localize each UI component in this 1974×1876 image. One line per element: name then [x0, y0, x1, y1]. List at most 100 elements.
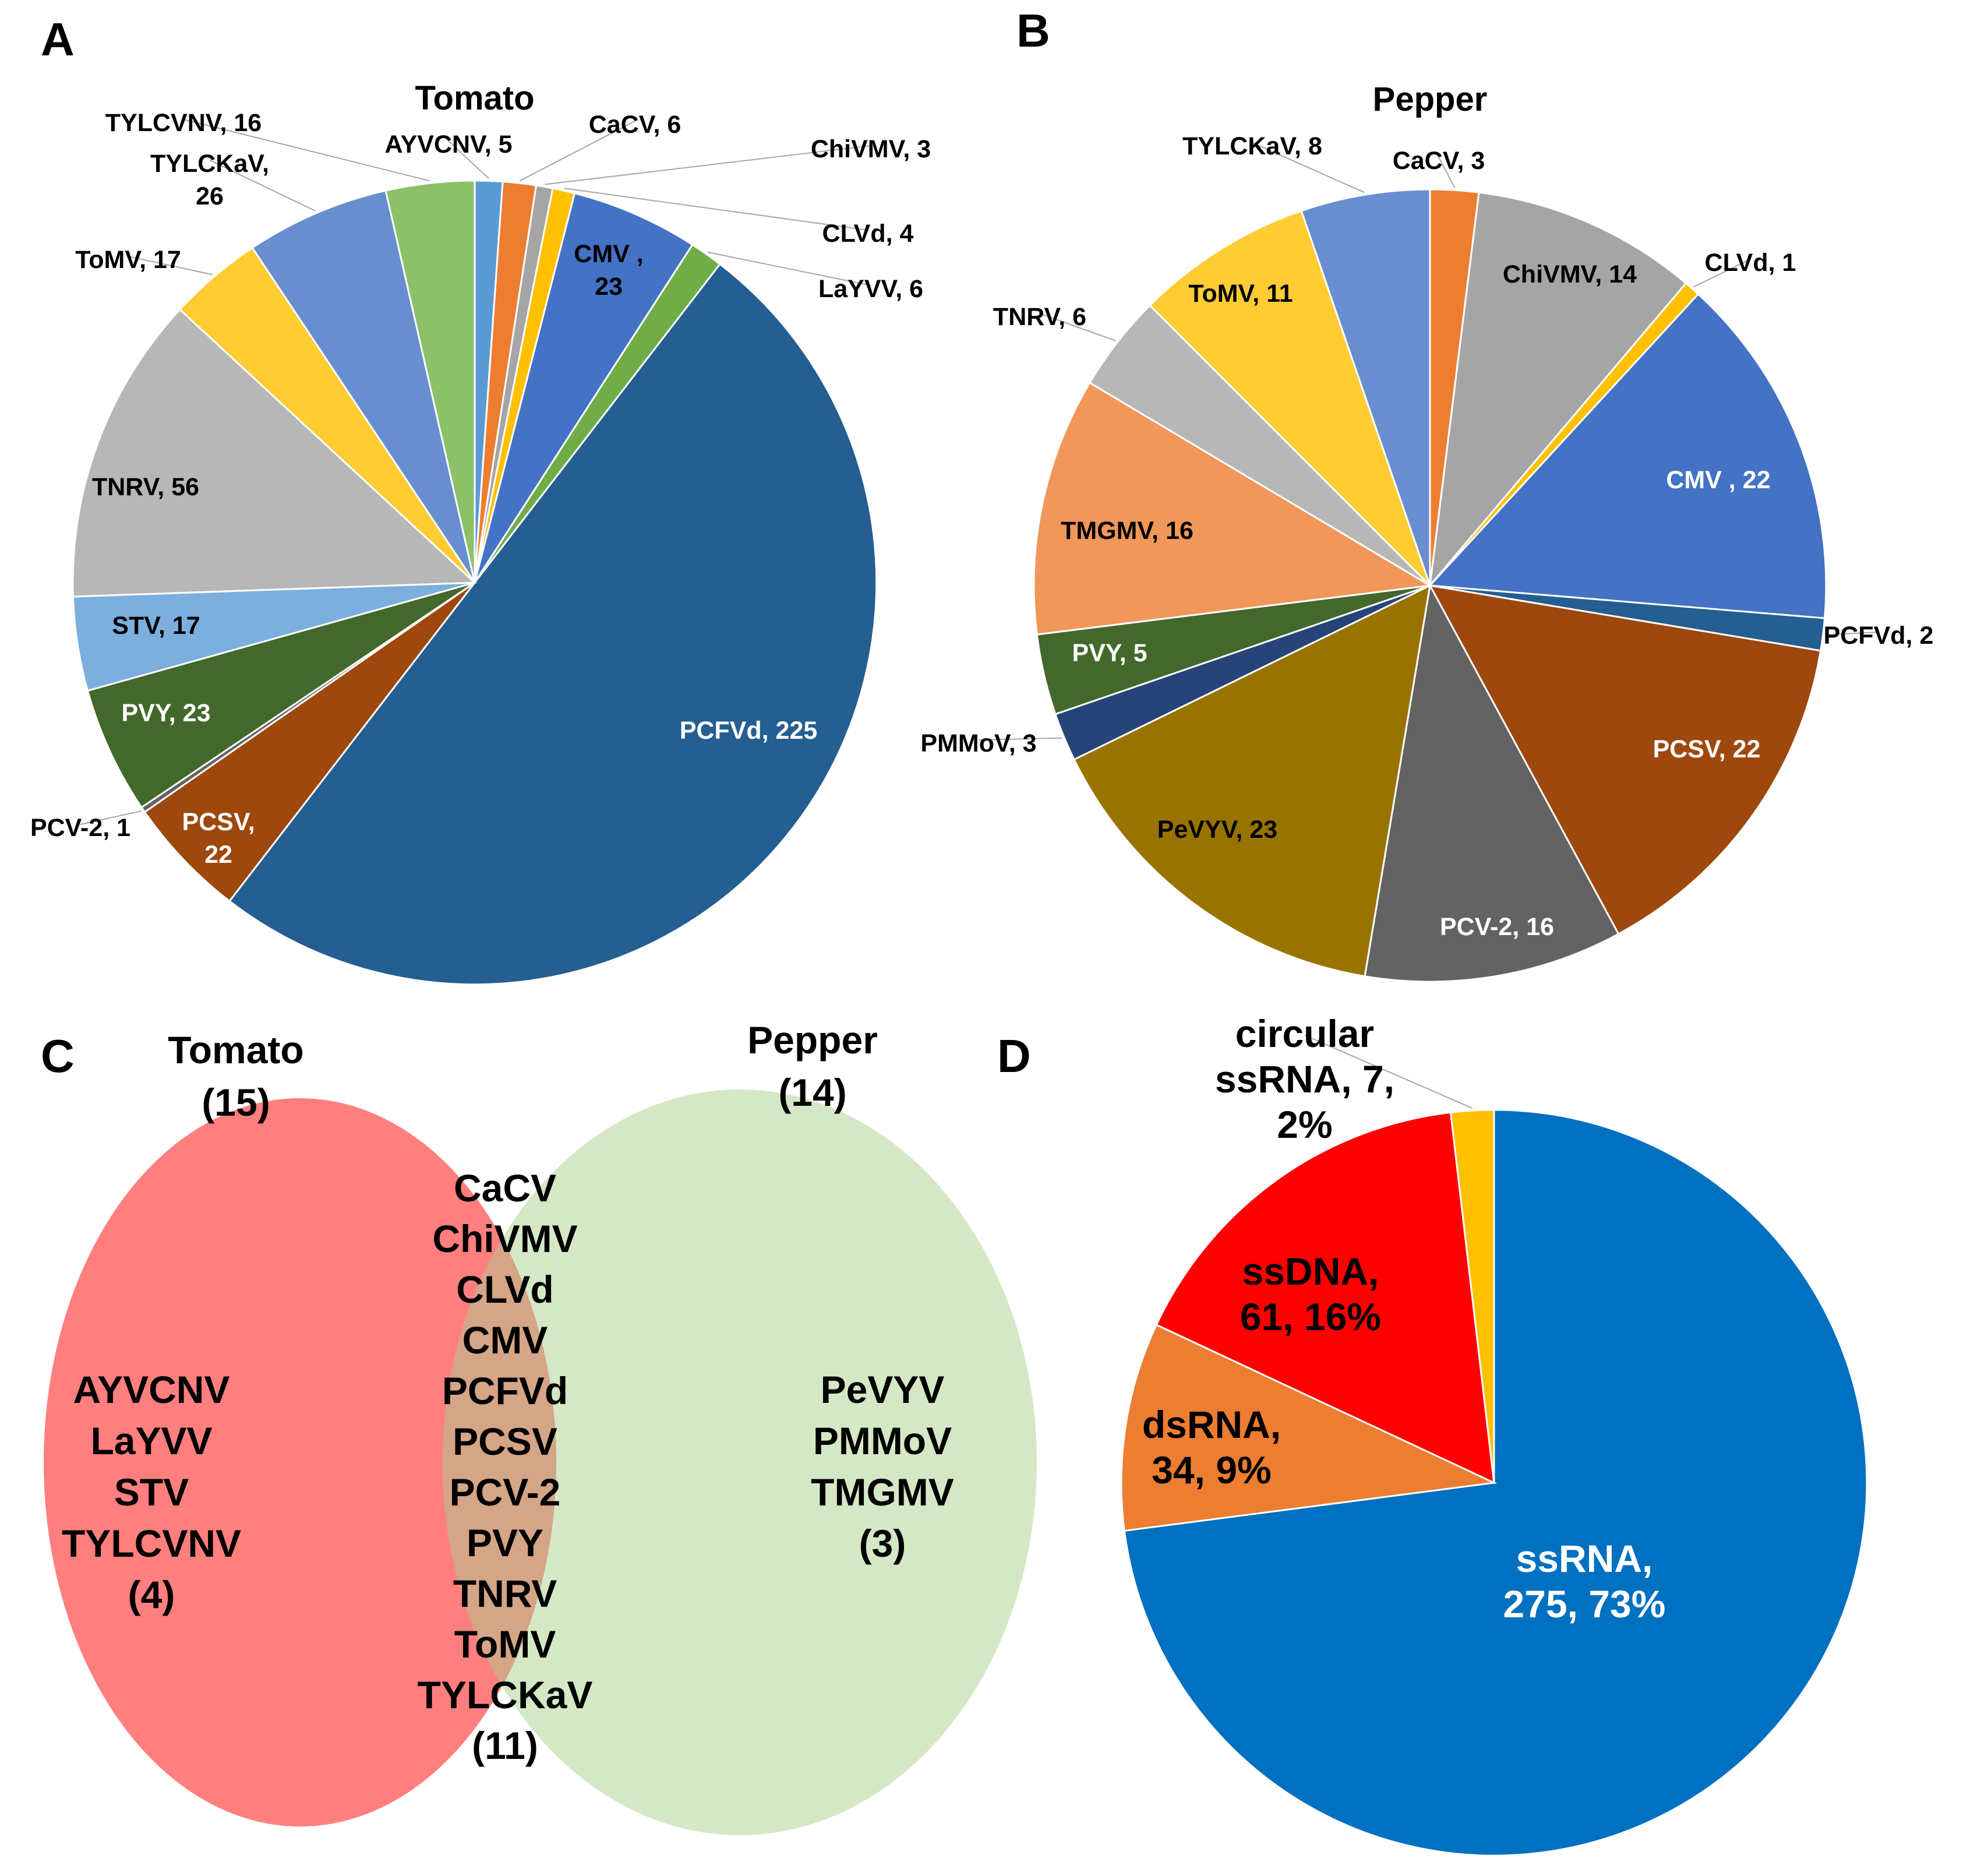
leader-line-circular-ssrna	[1304, 1035, 1472, 1109]
pie-slice-tylckav	[251, 189, 476, 583]
pie-chart-genome-type: ssRNA, 275, 73% dsRNA, 34, 9% ssDNA, 61, 16% c…	[1120, 1012, 1868, 1857]
pie-slice-tylcvnv	[384, 179, 476, 583]
leader-line-ayvcnv	[448, 140, 489, 179]
venn-tomato-only-stv: STV	[114, 1471, 189, 1514]
pie-label-stv: STV, 17	[112, 612, 200, 640]
pie-label-clvd: CLVd, 4	[822, 220, 914, 248]
venn-tomato-only-ayvcnv: AYVCNV	[73, 1368, 230, 1411]
pie-label-cacv: CaCV, 6	[589, 111, 681, 139]
pie-label-pevyv: PeVYV, 23	[1157, 816, 1277, 844]
pie-label-pcfvd: PCFVd, 225	[680, 717, 818, 745]
venn-pepper-only-pmmov: PMMoV	[813, 1419, 952, 1462]
leader-line-clvd	[1693, 259, 1751, 288]
pie-label-tomv: ToMV, 11	[1188, 280, 1293, 308]
pie-label-ssrna: ssRNA, 275, 73%	[1503, 1537, 1666, 1625]
pie-slice-pvy	[86, 581, 475, 809]
pie-label-pcsv: PCSV, 22	[182, 808, 255, 869]
venn-tomato-only-4: (4)	[128, 1573, 175, 1616]
leader-line-clvd	[564, 188, 868, 231]
pie-label-tylckav: TYLCKaV, 26	[150, 150, 269, 210]
pie-chart-tomato: Tomato AYVCNV, 5 CaCV, 6 ChiVMV, 3 CLVd, 4 C…	[30, 79, 931, 986]
pie-label-chivmv: ChiVMV, 3	[811, 135, 931, 163]
leader-line-tylcvnv	[183, 119, 430, 182]
pie-label-tylckav: TYLCKaV, 8	[1182, 132, 1322, 160]
venn-shared-pcv-2: PCV-2	[450, 1471, 561, 1514]
venn-shared-pcsv: PCSV	[453, 1420, 557, 1463]
leader-line-pcfvd	[1825, 632, 1879, 636]
venn-circle-pepper	[443, 1089, 1037, 1835]
venn-shared-tylckav: TYLCKaV	[418, 1673, 593, 1716]
venn-tomato-only-layvv: LaYVV	[90, 1419, 212, 1462]
pie-label-tnrv: TNRV, 6	[993, 303, 1086, 331]
pie-label-circular-ssrna: circular ssRNA, 7, 2%	[1215, 1012, 1394, 1146]
venn-shared-11: (11)	[472, 1724, 538, 1767]
venn-shared-tnrv: TNRV	[453, 1572, 557, 1615]
pie-title-tomato: Tomato	[415, 79, 534, 117]
pie-label-tmgmv: TMGMV, 16	[1061, 517, 1193, 545]
venn-shared-cacv: CaCV	[454, 1166, 556, 1209]
pie-label-pmmov: PMMoV, 3	[920, 729, 1036, 757]
pie-slice-pcv-2	[1364, 583, 1620, 983]
pie-label-cmv: CMV , 22	[1666, 466, 1770, 494]
pie-label-clvd: CLVd, 1	[1705, 249, 1796, 277]
pie-label-pcv-2: PCV-2, 16	[1440, 913, 1554, 941]
pie-label-pvy: PVY, 5	[1072, 639, 1147, 667]
pie-slice-tomv	[1149, 209, 1431, 587]
pie-label-ayvcnv: AYVCNV, 5	[384, 131, 512, 158]
venn-title-pepper: Pepper	[747, 1018, 878, 1062]
pie-slice-cmv	[1428, 292, 1827, 619]
pie-slice-pcsv	[143, 581, 476, 902]
pie-slice-ssdna	[1155, 1111, 1495, 1484]
venn-shared-tomv: ToMV	[454, 1623, 556, 1666]
pie-slice-tmgmv	[1033, 381, 1433, 636]
pie-label-layvv: LaYVV, 6	[818, 275, 923, 303]
venn-count-pepper: (14)	[778, 1071, 846, 1114]
venn-count-tomato: (15)	[202, 1081, 270, 1124]
pie-chart-pepper: Pepper CaCV, 3 ChiVMV, 14 CLVd, 1 CMV , 22 P…	[920, 80, 1934, 983]
pie-label-dsrna: dsRNA, 34, 9%	[1142, 1403, 1281, 1491]
pie-slice-cmv	[474, 192, 694, 583]
pie-title-pepper: Pepper	[1373, 80, 1488, 118]
pie-slice-tylckav	[1300, 188, 1431, 586]
pie-label-tnrv: TNRV, 56	[92, 473, 199, 501]
pie-slice-circular-ssrna	[1449, 1109, 1495, 1483]
pie-label-pcfvd: PCFVd, 2	[1824, 622, 1934, 650]
pie-slice-chivmv	[1428, 191, 1687, 588]
leader-line-tnrv	[1039, 313, 1116, 341]
venn-shared-cmv: CMV	[462, 1318, 548, 1362]
venn-pepper-only-3: (3)	[859, 1522, 906, 1565]
panel-letter-b: B	[1016, 5, 1050, 57]
pie-label-ssdna: ssDNA, 61, 16%	[1240, 1250, 1381, 1338]
pie-label-pcsv: PCSV, 22	[1653, 735, 1761, 763]
leader-line-tomv	[128, 256, 213, 276]
leader-line-layvv	[707, 251, 871, 286]
pie-label-pvy: PVY, 23	[122, 699, 211, 727]
venn-shared-clvd: CLVd	[456, 1268, 553, 1311]
venn-diagram: Tomato (15) Pepper (14) AYVCNV LaYVV STV TY…	[44, 1018, 1037, 1835]
panel-letter-d: D	[997, 1030, 1031, 1082]
pie-slice-tnrv	[72, 308, 477, 598]
venn-shared-pvy: PVY	[467, 1521, 543, 1564]
venn-circle-tomato	[44, 1098, 556, 1826]
pie-label-tomv: ToMV, 17	[75, 246, 181, 274]
leader-line-pcv-2	[80, 810, 142, 825]
leader-line-tylckav	[209, 160, 316, 212]
venn-pepper-only-tmgmv: TMGMV	[811, 1471, 954, 1514]
pie-label-cacv: CaCV, 3	[1393, 147, 1485, 175]
venn-title-tomato: Tomato	[168, 1028, 303, 1071]
leader-line-cacv	[1438, 157, 1456, 188]
pie-label-chivmv: ChiVMV, 14	[1503, 260, 1637, 288]
pie-slice-pcsv	[1428, 584, 1822, 936]
pie-slice-dsrna	[1120, 1323, 1498, 1532]
leader-line-tylckav	[1252, 142, 1365, 193]
venn-shared-chivmv: ChiVMV	[432, 1217, 577, 1260]
venn-tomato-only-tylcvnv: TYLCVNV	[62, 1522, 241, 1565]
pie-slice-pevyv	[1073, 584, 1431, 978]
pie-slice-pcfvd	[228, 263, 878, 986]
panel-letter-c: C	[41, 1030, 75, 1082]
pie-label-cmv: CMV , 23	[574, 240, 643, 301]
leader-line-cacv	[519, 121, 635, 182]
panel-letter-a: A	[41, 13, 75, 65]
leader-line-pmmov	[978, 737, 1062, 740]
